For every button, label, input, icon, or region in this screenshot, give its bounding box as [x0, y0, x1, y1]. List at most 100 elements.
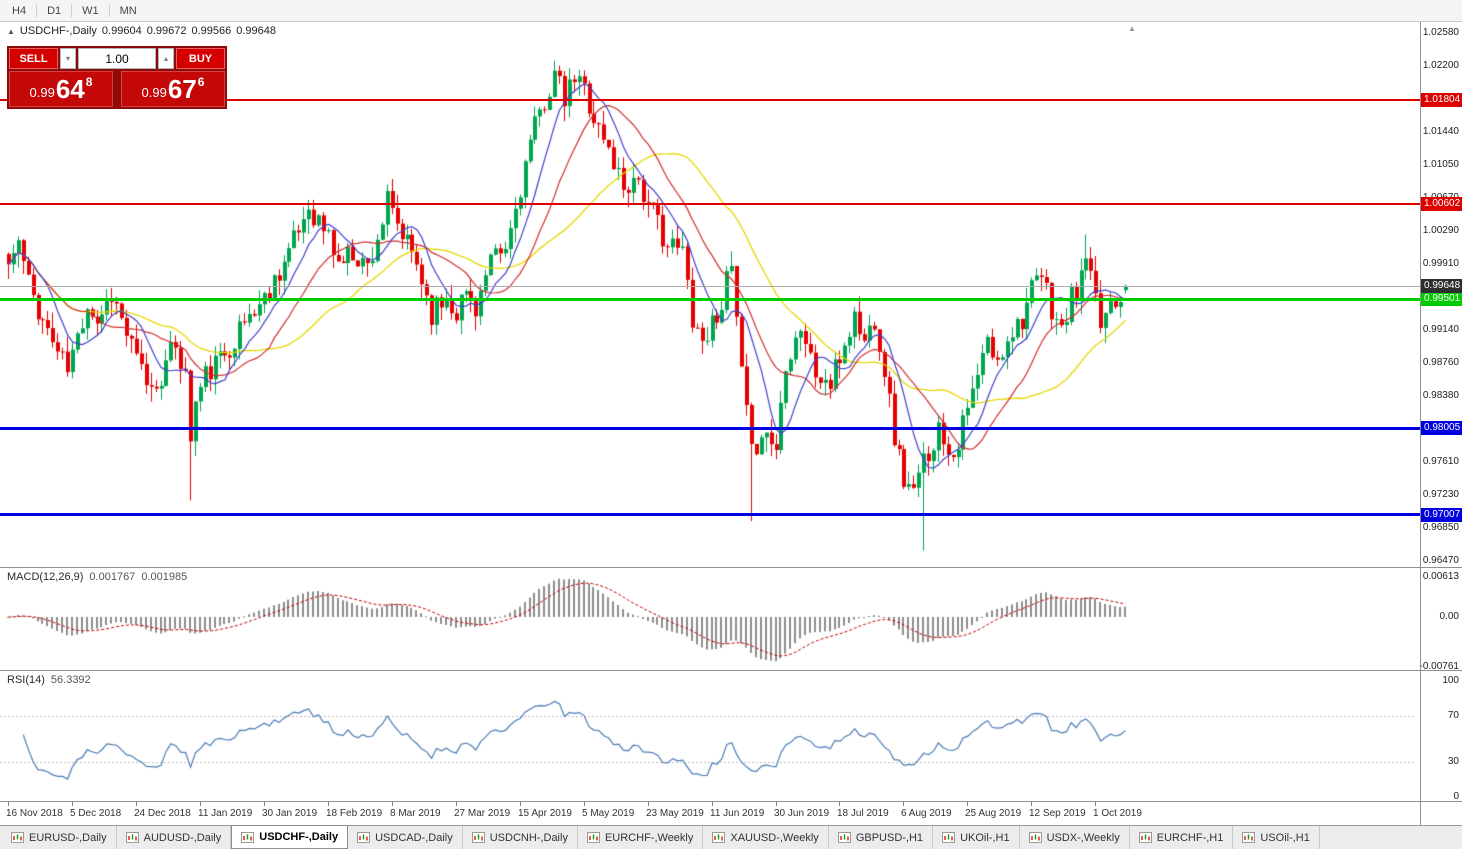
rsi-value: 56.3392	[50, 674, 91, 686]
date-tick-mark	[1031, 802, 1032, 806]
price-tick-label: 0.99140	[1422, 324, 1459, 336]
macd-signal-value: 0.001985	[141, 571, 188, 583]
chart-tab-usdchf-daily[interactable]: USDCHF-,Daily	[231, 825, 349, 849]
price-tick-label: 0.96470	[1422, 554, 1459, 566]
macd-label: MACD(12,26,9) 0.001767 0.001985	[7, 571, 187, 583]
macd-name: MACD(12,26,9)	[7, 571, 84, 583]
chart-tab-eurusd-daily[interactable]: EURUSD-,Daily	[2, 826, 117, 849]
horizontal-line-1.00602[interactable]	[0, 202, 1420, 205]
date-label: 25 Aug 2019	[965, 808, 1022, 819]
timeframe-button-w1[interactable]: W1	[82, 4, 99, 17]
rsi-indicator-canvas[interactable]	[0, 671, 1420, 801]
chart-shift-marker-icon[interactable]: ▲	[1128, 24, 1136, 33]
macd-main-value: 0.001767	[89, 571, 136, 583]
chart-tab-label: USDCHF-,Daily	[259, 831, 339, 843]
price-tick-label: 0.98380	[1422, 389, 1459, 401]
macd-axis-label: 0.00613	[1422, 571, 1459, 582]
chart-tab-label: USDCNH-,Daily	[489, 831, 568, 844]
ohlc-high: 0.99672	[146, 25, 187, 37]
chart-tab-icon	[357, 832, 371, 843]
date-label: 27 Mar 2019	[454, 808, 511, 819]
price-tick-label: 0.96850	[1422, 522, 1459, 534]
buy-price-button[interactable]: 0.99 67 6	[121, 71, 225, 107]
date-label: 15 Apr 2019	[518, 808, 572, 819]
date-label: 30 Jun 2019	[774, 808, 830, 819]
pane-separator[interactable]	[0, 801, 1462, 802]
price-tick-label: 1.01050	[1422, 159, 1459, 171]
date-label: 5 May 2019	[582, 808, 635, 819]
timeframe-button-h4[interactable]: H4	[12, 4, 27, 17]
price-axis-separator	[1420, 22, 1421, 825]
chart-tab-icon	[712, 832, 726, 843]
toolbar-separator	[36, 4, 38, 17]
horizontal-line-0.99501[interactable]	[0, 297, 1420, 301]
buy-price-prefix: 0.99	[141, 85, 167, 100]
ohlc-close: 0.99648	[236, 25, 276, 37]
chart-tab-label: USDX-,Weekly	[1046, 831, 1120, 844]
chart-tab-eurchf-h1[interactable]: EURCHF-,H1	[1130, 826, 1234, 849]
date-label: 11 Jan 2019	[198, 808, 253, 819]
toolbar-separator	[71, 4, 73, 17]
chart-tab-label: UKOil-,H1	[960, 831, 1010, 844]
chart-tab-icon	[11, 832, 24, 843]
chart-tab-gbpusd-h1[interactable]: GBPUSD-,H1	[829, 826, 934, 849]
rsi-axis-label: 0	[1453, 791, 1459, 802]
price-tick-label: 1.02580	[1422, 27, 1459, 38]
chart-tab-usdcnh-daily[interactable]: USDCNH-,Daily	[463, 826, 578, 849]
chart-tab-icon	[241, 831, 255, 843]
chart-tab-eurchf-weekly[interactable]: EURCHF-,Weekly	[578, 826, 704, 849]
sell-button[interactable]: SELL	[9, 48, 58, 69]
macd-indicator-canvas[interactable]	[0, 568, 1420, 670]
volume-input[interactable]	[78, 48, 156, 69]
chart-tab-label: GBPUSD-,H1	[855, 831, 924, 844]
horizontal-line-0.98005[interactable]	[0, 426, 1420, 430]
timeframe-toolbar: H4 D1 W1 MN	[0, 0, 1462, 22]
date-label: 23 May 2019	[646, 808, 704, 819]
sell-price-button[interactable]: 0.99 64 8	[9, 71, 113, 107]
price-chart-canvas[interactable]	[0, 22, 1420, 567]
chart-tab-xauusd-weekly[interactable]: XAUUSD-,Weekly	[703, 826, 829, 849]
rsi-label: RSI(14) 56.3392	[7, 674, 91, 686]
chart-tab-label: EURCHF-,H1	[1156, 831, 1224, 844]
current-price-line	[0, 286, 1420, 287]
date-label: 11 Jun 2019	[710, 808, 765, 819]
pane-separator[interactable]	[0, 567, 1462, 568]
date-tick-mark	[903, 802, 904, 806]
chart-tab-usoil-h1[interactable]: USOil-,H1	[1233, 826, 1320, 849]
date-label: 18 Feb 2019	[326, 808, 383, 819]
date-tick-mark	[456, 802, 457, 806]
macd-axis-label: -0.00761	[1419, 660, 1459, 672]
rsi-name: RSI(14)	[7, 674, 45, 686]
date-label: 12 Sep 2019	[1029, 808, 1086, 819]
buy-button[interactable]: BUY	[176, 48, 225, 69]
volume-increase-button[interactable]: ▴	[158, 48, 174, 69]
timeframe-button-d1[interactable]: D1	[47, 4, 62, 17]
price-tick-label: 1.02200	[1422, 59, 1459, 71]
date-tick-mark	[72, 802, 73, 806]
rsi-axis-label: 100	[1442, 675, 1459, 686]
price-line-badge-1.00602: 1.00602	[1421, 196, 1462, 211]
chart-tab-usdcad-daily[interactable]: USDCAD-,Daily	[348, 826, 463, 849]
price-tick-label: 0.99910	[1422, 257, 1459, 269]
volume-decrease-button[interactable]: ▾	[60, 48, 76, 69]
horizontal-line-1.01804[interactable]	[0, 99, 1420, 102]
pane-separator[interactable]	[0, 670, 1462, 671]
date-tick-mark	[839, 802, 840, 806]
horizontal-line-0.97007[interactable]	[0, 513, 1420, 517]
chart-tab-audusd-daily[interactable]: AUDUSD-,Daily	[117, 826, 232, 849]
date-tick-mark	[776, 802, 777, 806]
collapse-one-click-icon[interactable]: ▲	[7, 27, 15, 36]
date-label: 6 Aug 2019	[901, 808, 952, 819]
chart-tab-icon	[942, 832, 956, 843]
chart-tab-label: EURCHF-,Weekly	[604, 831, 694, 844]
chart-tab-usdx-weekly[interactable]: USDX-,Weekly	[1020, 826, 1130, 849]
time-axis[interactable]: 16 Nov 2018 5 Dec 2018 24 Dec 2018 11 Jan 2…	[0, 802, 1420, 825]
price-tick-label: 1.00290	[1422, 224, 1459, 236]
price-line-badge-0.99501: 0.99501	[1421, 292, 1462, 307]
timeframe-button-mn[interactable]: MN	[119, 4, 137, 17]
price-axis[interactable]: 1.025801.022001.014401.010501.006701.002…	[1419, 22, 1462, 825]
chart-title: ▲ USDCHF-,Daily 0.99604 0.99672 0.99566 0.996…	[7, 25, 276, 37]
chart-tab-ukoil-h1[interactable]: UKOil-,H1	[933, 826, 1020, 849]
date-tick-mark	[136, 802, 137, 806]
date-label: 18 Jul 2019	[837, 808, 889, 819]
